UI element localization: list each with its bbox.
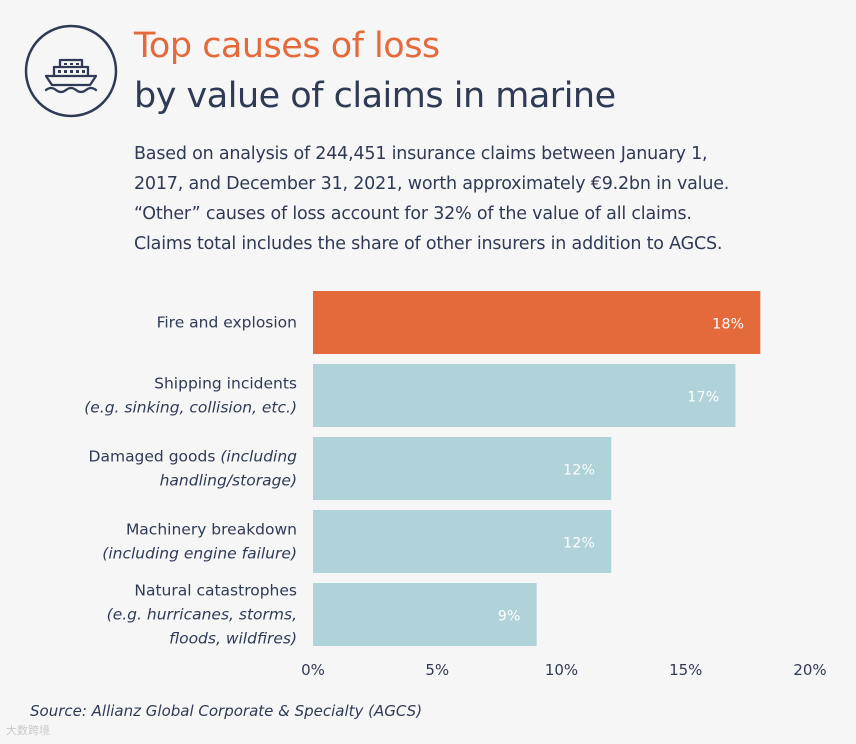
category-label: Natural catastrophes [134,582,297,600]
x-tick-label: 15% [669,661,702,679]
bar [313,510,612,573]
bar-value-label: 18% [712,317,744,333]
description-line: Claims total includes the share of other… [134,234,723,254]
category-label: Shipping incidents [154,375,297,393]
category-label: (including engine failure) [102,545,297,563]
category-label: Machinery breakdown [126,521,297,539]
description: Based on analysis of 244,451 insurance c… [134,139,834,259]
bar [313,437,612,500]
x-tick-label: 5% [425,661,449,679]
bar-value-label: 17% [687,390,719,406]
bar-value-label: 9% [498,609,521,625]
bar-value-label: 12% [563,463,595,479]
bar [313,583,537,646]
source-note: Source: Allianz Global Corporate & Speci… [30,702,423,720]
bar-value-label: 12% [563,536,595,552]
category-label: floods, wildfires) [169,630,297,648]
bar [313,364,736,427]
category-label: (e.g. hurricanes, storms, [107,606,297,624]
x-tick-label: 10% [545,661,578,679]
description-line: 2017, and December 31, 2021, worth appro… [134,174,730,194]
chart-subtitle: by value of claims in marine [134,76,616,116]
watermark: 大数跨境 [6,724,50,737]
category-label: Damaged goods (including [89,448,298,466]
bar [313,291,761,354]
category-label: handling/storage) [160,472,297,490]
description-line: Based on analysis of 244,451 insurance c… [134,144,708,164]
ship-icon [24,24,118,118]
category-label: Fire and explosion [157,314,297,332]
x-tick-label: 20% [793,661,826,679]
chart-title: Top causes of loss [134,26,440,66]
category-label: (e.g. sinking, collision, etc.) [84,399,297,417]
description-line: “Other” causes of loss account for 32% o… [134,204,692,224]
x-tick-label: 0% [301,661,325,679]
